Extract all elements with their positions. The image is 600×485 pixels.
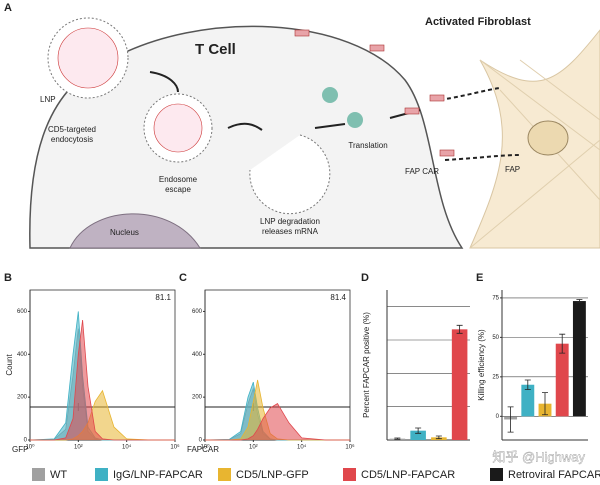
panel-letter: A xyxy=(4,2,12,14)
panel-letter: B xyxy=(4,272,12,284)
error-bar xyxy=(576,299,583,304)
bar xyxy=(451,329,468,440)
car-arrows xyxy=(439,87,521,161)
bar xyxy=(555,343,569,417)
y-tick-label: 600 xyxy=(192,309,203,315)
y-axis-label: Killing efficiency (%) xyxy=(477,329,486,401)
degradation-label: releases mRNA xyxy=(262,227,319,236)
error-bar xyxy=(507,406,514,433)
error-bar xyxy=(456,324,463,334)
process-arrows xyxy=(149,71,421,131)
fap-label: FAP xyxy=(505,165,520,174)
watermark: 知乎 @Highway xyxy=(492,449,585,464)
histogram-line xyxy=(205,403,350,441)
panel-letter: D xyxy=(361,272,369,284)
nucleus-shape xyxy=(69,213,201,249)
panel-letter: C xyxy=(179,272,187,284)
x-tick-label: 10⁴ xyxy=(122,444,132,451)
panel-letter: E xyxy=(476,272,483,284)
error-bar xyxy=(559,333,566,354)
x-tick-label: 10⁴ xyxy=(297,444,307,451)
error-bar xyxy=(542,392,548,416)
error-bar xyxy=(435,435,442,440)
error-bar xyxy=(394,437,401,440)
y-tick-label: 0 xyxy=(24,438,28,444)
x-tick-label: 10² xyxy=(74,445,83,451)
legend-label: CD5/LNP-GFP xyxy=(236,469,309,481)
histogram-line xyxy=(30,319,175,441)
legend-label: IgG/LNP-FAPCAR xyxy=(113,469,203,481)
x-axis-label: FAPCAR xyxy=(187,445,219,454)
endosome-label: escape xyxy=(165,185,191,194)
x-axis-label: GFP xyxy=(12,445,28,454)
legend-label: CD5/LNP-FAPCAR xyxy=(361,469,455,481)
bar xyxy=(521,384,535,417)
legend-label: WT xyxy=(50,469,67,481)
lnp-label: LNP xyxy=(40,95,56,104)
degradation-label: LNP degradation xyxy=(260,217,320,226)
bar xyxy=(410,430,426,440)
y-tick-label: 0 xyxy=(496,414,500,420)
error-bar xyxy=(524,379,531,390)
ribosome xyxy=(322,87,338,103)
legend-swatch xyxy=(490,468,503,481)
legend-swatch xyxy=(95,468,108,481)
endosome-label: Endosome xyxy=(159,175,198,184)
legend-swatch xyxy=(343,468,356,481)
x-tick-label: 10⁰ xyxy=(25,444,35,451)
fibroblast-nucleus xyxy=(527,120,569,156)
degrading-endosome xyxy=(249,134,331,215)
area-fill xyxy=(205,403,350,440)
y-tick-label: 200 xyxy=(17,395,28,401)
y-tick-label: 400 xyxy=(17,352,28,358)
y-tick-label: 25 xyxy=(492,374,499,380)
area-fill xyxy=(30,390,175,440)
y-tick-label: 0 xyxy=(199,438,203,444)
y-axis-label: Count xyxy=(5,354,14,376)
lnp-core xyxy=(57,27,119,89)
gate-annotation: 81.4 xyxy=(330,293,346,302)
translation-label: Translation xyxy=(348,141,387,150)
t-cell-label: T Cell xyxy=(195,41,236,58)
y-tick-label: 50 xyxy=(492,335,499,341)
ribosome xyxy=(347,112,363,128)
x-tick-label: 10⁶ xyxy=(345,444,355,451)
y-tick-label: 400 xyxy=(192,352,203,358)
endocytosis-label: CD5-targeted xyxy=(48,125,96,134)
t-cell xyxy=(29,25,464,249)
legend-swatch xyxy=(218,468,231,481)
legend-label: Retroviral FAPCAR xyxy=(508,469,600,481)
legend-swatch xyxy=(32,468,45,481)
y-tick-label: 600 xyxy=(17,309,28,315)
x-tick-label: 10² xyxy=(249,445,258,451)
endosome-core xyxy=(153,103,203,153)
y-tick-label: 75 xyxy=(492,295,499,301)
fap-car-label: FAP CAR xyxy=(405,167,439,176)
x-tick-label: 10⁰ xyxy=(200,444,210,451)
bar xyxy=(572,301,586,417)
gate-annotation: 81.1 xyxy=(155,293,171,302)
diagram xyxy=(29,17,600,249)
nucleus-label: Nucleus xyxy=(110,228,139,237)
x-tick-label: 10⁶ xyxy=(170,444,180,451)
y-axis-label: Percent FAPCAR positive (%) xyxy=(362,312,371,418)
car-receptors xyxy=(294,29,455,157)
y-tick-label: 200 xyxy=(192,395,203,401)
endocytosis-label: endocytosis xyxy=(51,135,93,144)
error-bar xyxy=(415,427,422,434)
fibroblast-label: Activated Fibroblast xyxy=(425,16,531,28)
